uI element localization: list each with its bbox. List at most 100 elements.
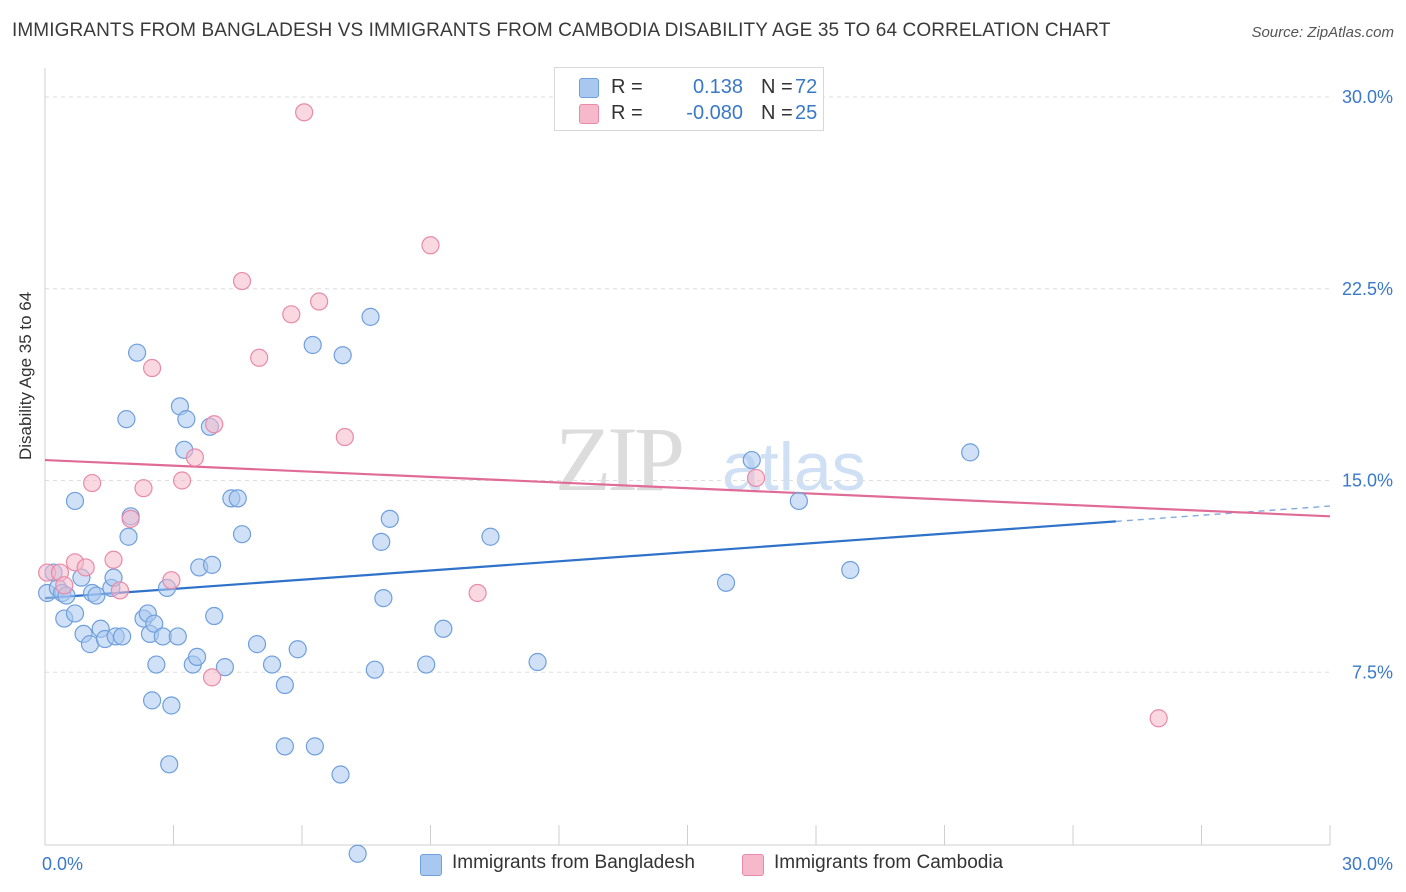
y-tick-label-3: 30.0% [1342, 87, 1393, 107]
trend-lines [44, 458, 1331, 600]
point-s0-28 [147, 655, 166, 674]
point-s0-59 [372, 532, 391, 551]
point-s0-53 [303, 335, 322, 355]
point-s0-65 [528, 652, 547, 672]
point-s0-18 [112, 627, 132, 646]
r-value: 0.138 [692, 76, 743, 98]
point-s1-24 [746, 468, 766, 488]
legend-swatch-bangladesh [420, 854, 442, 876]
point-s1-6 [104, 550, 123, 569]
point-s0-12 [87, 586, 106, 605]
watermark-zip: ZIP [555, 408, 682, 510]
point-s1-20 [310, 292, 329, 311]
trend-line-s1 [44, 458, 1331, 518]
point-s1-25 [1149, 709, 1168, 728]
point-s0-47 [247, 635, 267, 654]
point-s1-5 [83, 473, 102, 493]
correlation-legend: R = 0.138 N = 72 R = -0.080 N = 25 [554, 67, 824, 131]
point-s0-63 [434, 619, 453, 638]
point-s0-43 [215, 658, 234, 677]
point-s1-21 [335, 427, 354, 447]
y-tick-label-1: 15.0% [1342, 471, 1393, 491]
point-s1-4 [76, 558, 95, 577]
point-s0-7 [65, 604, 85, 623]
axes [44, 68, 1331, 846]
point-s0-69 [841, 560, 860, 580]
trend-line-dashed-s0 [1115, 505, 1331, 523]
point-s0-66 [716, 573, 736, 592]
n-label: N = [761, 76, 793, 98]
point-s0-58 [365, 660, 384, 679]
point-s1-12 [172, 471, 192, 490]
r-value: -0.080 [686, 102, 743, 124]
gridlines [45, 96, 1330, 673]
point-s0-46 [232, 525, 252, 544]
legend-swatch-cambodia [742, 854, 764, 876]
point-s1-13 [185, 448, 205, 467]
point-s0-64 [481, 527, 500, 546]
y-tick-label-2: 22.5% [1342, 279, 1393, 299]
point-s0-19 [117, 410, 136, 429]
point-s0-22 [127, 343, 147, 362]
watermark: ZIP atlas [555, 408, 866, 510]
point-s1-9 [134, 479, 153, 498]
y-axis-label: Disability Age 35 to 64 [16, 291, 35, 460]
data-points [38, 103, 1168, 863]
tick-labels: 7.5% 15.0% 22.5% 30.0% 0.0% 30.0% [42, 87, 1393, 874]
point-s0-54 [331, 765, 350, 784]
r-label: R = [611, 76, 643, 98]
legend-swatch-bangladesh [579, 78, 599, 98]
point-s1-14 [202, 668, 222, 687]
point-s0-45 [228, 489, 247, 508]
point-s0-36 [177, 410, 196, 429]
n-value: 72 [795, 76, 818, 98]
point-s0-62 [417, 655, 436, 674]
point-s0-68 [789, 491, 808, 511]
point-s0-61 [380, 509, 399, 528]
point-s0-20 [119, 527, 138, 546]
point-s0-55 [333, 346, 352, 365]
legend-label-cambodia: Immigrants from Cambodia [774, 852, 1004, 873]
y-tick-label-0: 7.5% [1352, 662, 1393, 682]
legend-label-bangladesh: Immigrants from Bangladesh [452, 852, 695, 873]
n-label: N = [761, 102, 793, 124]
point-s1-2 [55, 576, 74, 595]
legend-swatch-cambodia [579, 104, 599, 124]
point-s0-57 [361, 307, 380, 326]
point-s1-23 [468, 583, 487, 603]
point-s0-6 [65, 491, 85, 511]
point-s0-52 [305, 737, 324, 756]
point-s0-50 [275, 737, 294, 756]
point-s1-22 [421, 236, 440, 255]
n-value: 25 [795, 102, 818, 124]
point-s0-33 [168, 627, 187, 646]
point-s1-7 [110, 581, 130, 600]
point-s0-26 [142, 691, 162, 710]
point-s0-49 [275, 675, 294, 695]
point-s0-60 [374, 589, 393, 608]
x-tick-label-1: 30.0% [1342, 854, 1393, 874]
point-s0-56 [348, 844, 367, 863]
source-label: Source: ZipAtlas.com [1251, 24, 1394, 41]
point-s1-8 [121, 509, 140, 528]
point-s1-15 [205, 415, 224, 434]
chart-title: IMMIGRANTS FROM BANGLADESH VS IMMIGRANTS… [12, 20, 1111, 41]
point-s0-51 [288, 640, 307, 659]
point-s0-42 [205, 606, 224, 626]
point-s0-31 [160, 755, 179, 774]
point-s1-18 [282, 305, 301, 324]
point-s0-38 [187, 647, 207, 667]
point-s1-17 [250, 348, 269, 367]
point-s0-27 [145, 614, 164, 633]
point-s0-41 [202, 555, 222, 574]
point-s1-11 [162, 571, 181, 590]
trend-line-s0 [44, 520, 1116, 600]
point-s0-70 [961, 443, 980, 462]
point-s0-48 [262, 655, 282, 674]
point-s0-32 [162, 696, 181, 715]
point-s1-10 [142, 358, 162, 378]
point-s1-16 [232, 271, 252, 291]
point-s1-19 [295, 103, 314, 122]
r-label: R = [611, 102, 643, 124]
